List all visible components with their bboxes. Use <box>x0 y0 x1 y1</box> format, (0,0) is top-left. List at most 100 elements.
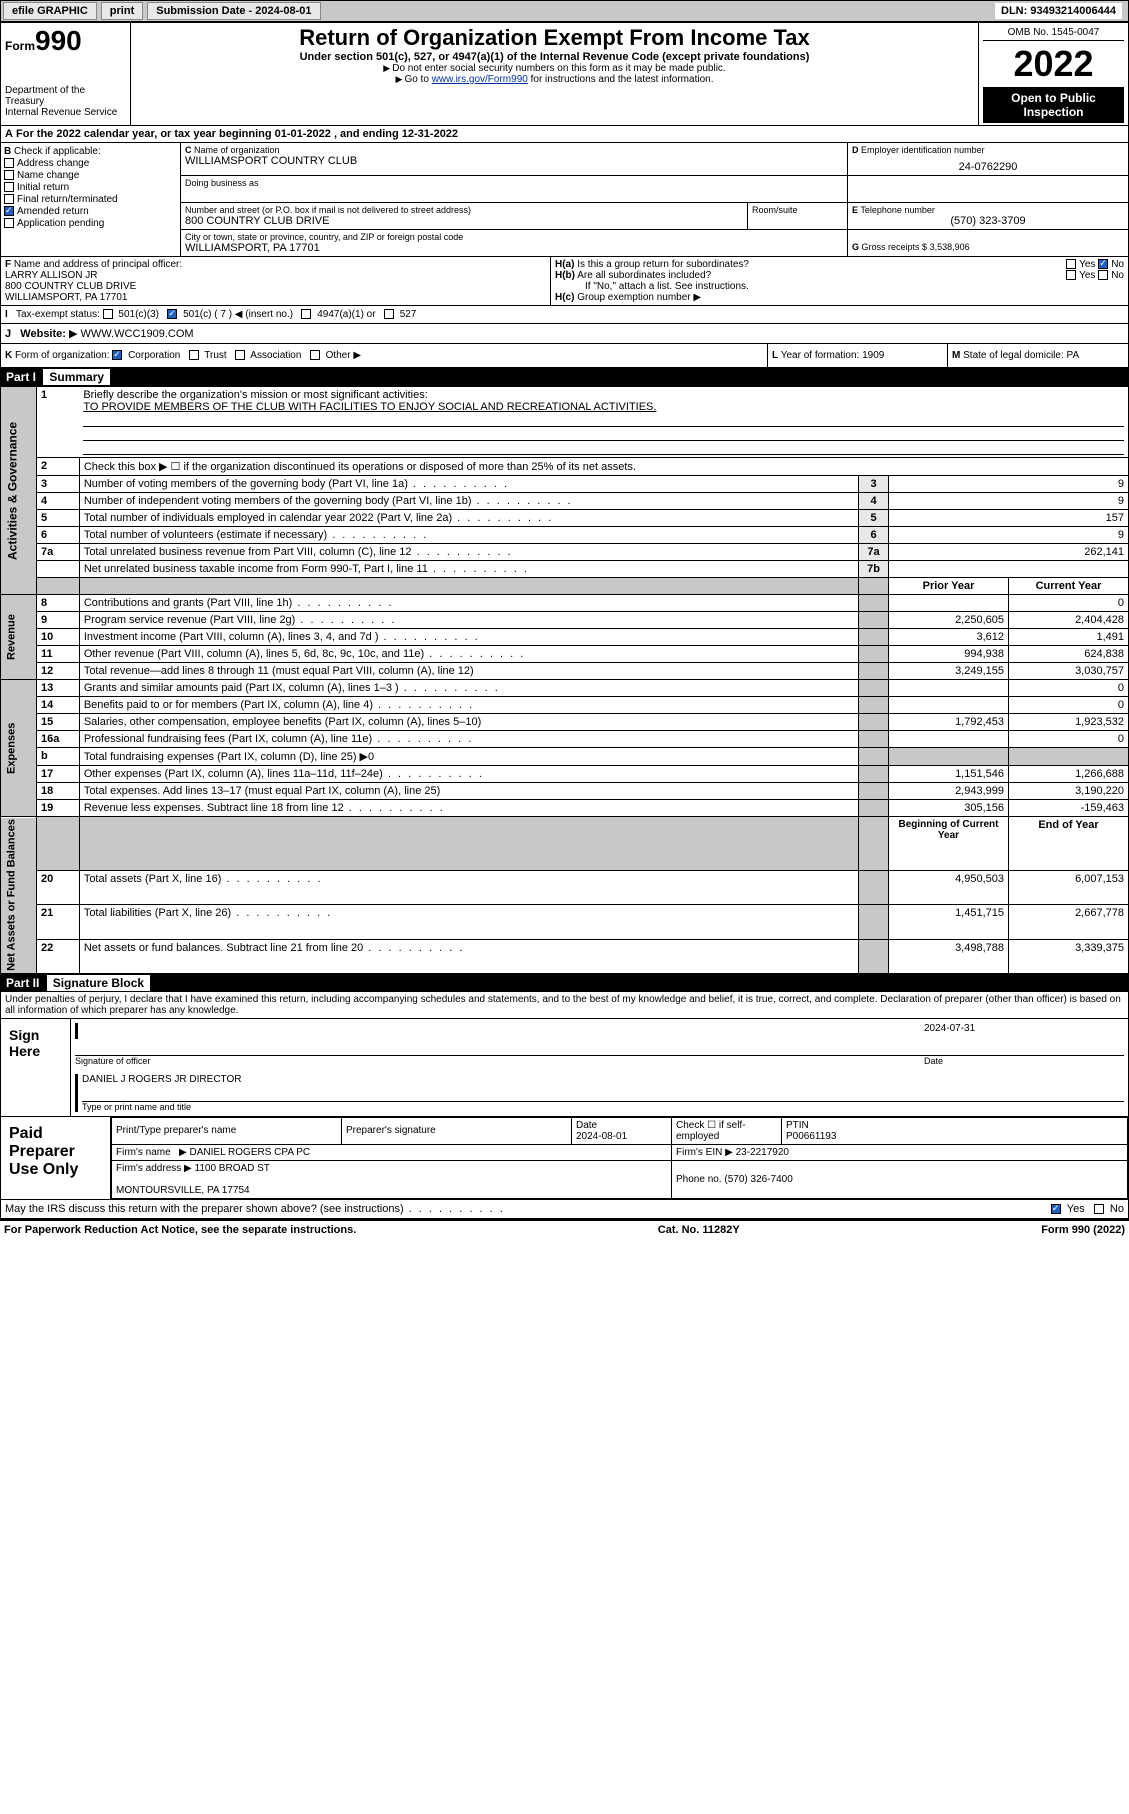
l22-end: 3,339,375 <box>1009 939 1129 973</box>
irs-link[interactable]: www.irs.gov/Form990 <box>432 74 528 85</box>
officer-label: Name and address of principal officer: <box>14 259 182 270</box>
may-irs-yes[interactable] <box>1051 1204 1061 1214</box>
ein-label: Employer identification number <box>861 145 985 155</box>
goto-post: for instructions and the latest informat… <box>528 74 714 85</box>
l7a-value: 262,141 <box>889 544 1129 561</box>
tax-year: 2022 <box>983 41 1124 87</box>
dln-label: DLN: 93493214006444 <box>995 3 1122 19</box>
form-subtitle: Under section 501(c), 527, or 4947(a)(1)… <box>135 51 974 63</box>
form-org-label: Form of organization: <box>15 350 110 361</box>
chk-corporation[interactable] <box>112 350 122 360</box>
footer-cat: Cat. No. 11282Y <box>658 1224 740 1236</box>
goto-note: Go to www.irs.gov/Form990 for instructio… <box>135 74 974 85</box>
l6-label: Total number of volunteers (estimate if … <box>79 527 858 544</box>
part2-header: Part II Signature Block <box>0 974 1129 992</box>
l20-end: 6,007,153 <box>1009 871 1129 905</box>
l17-prior: 1,151,546 <box>889 766 1009 783</box>
prep-date-label: Date <box>576 1120 597 1131</box>
hb-no[interactable]: No <box>1111 270 1124 281</box>
chk-final-return[interactable]: Final return/terminated <box>4 194 177 205</box>
l10-prior: 3,612 <box>889 629 1009 646</box>
paid-preparer-table: Print/Type preparer's name Preparer's si… <box>111 1117 1128 1199</box>
l11-curr: 624,838 <box>1009 646 1129 663</box>
firm-name-value: DANIEL ROGERS CPA PC <box>190 1147 311 1158</box>
l9-prior: 2,250,605 <box>889 612 1009 629</box>
period-line-a: A For the 2022 calendar year, or tax yea… <box>0 126 1129 143</box>
box-m: M State of legal domicile: PA <box>948 344 1128 367</box>
dept-treasury: Department of the Treasury <box>5 85 126 107</box>
hc-label: Group exemption number <box>577 292 690 303</box>
l10-label: Investment income (Part VIII, column (A)… <box>79 629 858 646</box>
ssn-note: Do not enter social security numbers on … <box>135 63 974 74</box>
firm-name-label: Firm's name <box>116 1147 171 1158</box>
l11-label: Other revenue (Part VIII, column (A), li… <box>79 646 858 663</box>
sig-name-value: DANIEL J ROGERS JR DIRECTOR <box>82 1074 1124 1085</box>
chk-501c[interactable] <box>167 309 177 319</box>
form-title: Return of Organization Exempt From Incom… <box>135 25 974 51</box>
prep-name-label: Print/Type preparer's name <box>112 1117 342 1144</box>
chk-amended-return[interactable]: Amended return <box>4 206 177 217</box>
l21-end: 2,667,778 <box>1009 905 1129 939</box>
side-expenses: Expenses <box>1 680 37 817</box>
website-label: Website: <box>20 328 66 340</box>
sig-date-value: 2024-07-31 <box>924 1023 1124 1039</box>
l10-curr: 1,491 <box>1009 629 1129 646</box>
l19-prior: 305,156 <box>889 800 1009 817</box>
org-name-label: Name of organization <box>194 145 280 155</box>
city-label: City or town, state or province, country… <box>185 232 843 242</box>
l7b-label: Net unrelated business taxable income fr… <box>79 561 858 578</box>
sig-declaration: Under penalties of perjury, I declare th… <box>0 992 1129 1018</box>
open-inspection: Open to Public Inspection <box>983 87 1124 123</box>
box-f: F Name and address of principal officer:… <box>1 257 551 305</box>
print-button[interactable]: print <box>101 2 143 20</box>
l20-beg: 4,950,503 <box>889 871 1009 905</box>
l9-curr: 2,404,428 <box>1009 612 1129 629</box>
l8-label: Contributions and grants (Part VIII, lin… <box>79 595 858 612</box>
beg-year-hdr: Beginning of Current Year <box>889 817 1009 871</box>
l16b-label: Total fundraising expenses (Part IX, col… <box>79 748 858 766</box>
chk-association[interactable] <box>235 350 245 360</box>
chk-527[interactable] <box>384 309 394 319</box>
l16a-curr: 0 <box>1009 731 1129 748</box>
may-irs-no[interactable] <box>1094 1204 1104 1214</box>
room-label: Room/suite <box>752 205 843 215</box>
part1-title: Summary <box>43 369 110 385</box>
chk-application-pending[interactable]: Application pending <box>4 218 177 229</box>
phone-label: Telephone number <box>860 205 935 215</box>
l12-curr: 3,030,757 <box>1009 663 1129 680</box>
l15-prior: 1,792,453 <box>889 714 1009 731</box>
chk-other[interactable] <box>310 350 320 360</box>
l14-curr: 0 <box>1009 697 1129 714</box>
sign-here-label: Sign Here <box>1 1019 71 1116</box>
l19-label: Revenue less expenses. Subtract line 18 … <box>79 800 858 817</box>
l17-curr: 1,266,688 <box>1009 766 1129 783</box>
hb-yes[interactable]: Yes <box>1079 270 1095 281</box>
ein-value: 24-0762290 <box>852 161 1124 173</box>
l2-text: Check this box ▶ ☐ if the organization d… <box>79 458 1128 476</box>
chk-4947[interactable] <box>301 309 311 319</box>
paid-preparer-label: Paid Preparer Use Only <box>1 1117 111 1199</box>
part2-label: Part II <box>6 976 39 990</box>
firm-addr-label: Firm's address <box>116 1163 181 1174</box>
gross-label: Gross receipts $ <box>862 242 928 252</box>
chk-address-change[interactable]: Address change <box>4 158 177 169</box>
chk-501c3[interactable] <box>103 309 113 319</box>
firm-ein-value: 23-2217920 <box>736 1147 789 1158</box>
chk-initial-return[interactable]: Initial return <box>4 182 177 193</box>
part1-header: Part I Summary <box>0 368 1129 386</box>
l9-label: Program service revenue (Part VIII, line… <box>79 612 858 629</box>
efile-top-bar: efile GRAPHIC print Submission Date - 20… <box>0 0 1129 22</box>
chk-trust[interactable] <box>189 350 199 360</box>
firm-phone-label: Phone no. <box>676 1174 722 1185</box>
ha-no[interactable]: No <box>1111 259 1124 270</box>
l5-value: 157 <box>889 510 1129 527</box>
org-name: WILLIAMSPORT COUNTRY CLUB <box>185 155 843 167</box>
prep-selfemp[interactable]: Check ☐ if self-employed <box>672 1117 782 1144</box>
ha-yes[interactable]: Yes <box>1079 259 1095 270</box>
l17-label: Other expenses (Part IX, column (A), lin… <box>79 766 858 783</box>
l3-label: Number of voting members of the governin… <box>79 476 858 493</box>
chk-name-change[interactable]: Name change <box>4 170 177 181</box>
goto-pre: Go to <box>404 74 431 85</box>
part1-label: Part I <box>6 370 36 384</box>
side-revenue: Revenue <box>1 595 37 680</box>
